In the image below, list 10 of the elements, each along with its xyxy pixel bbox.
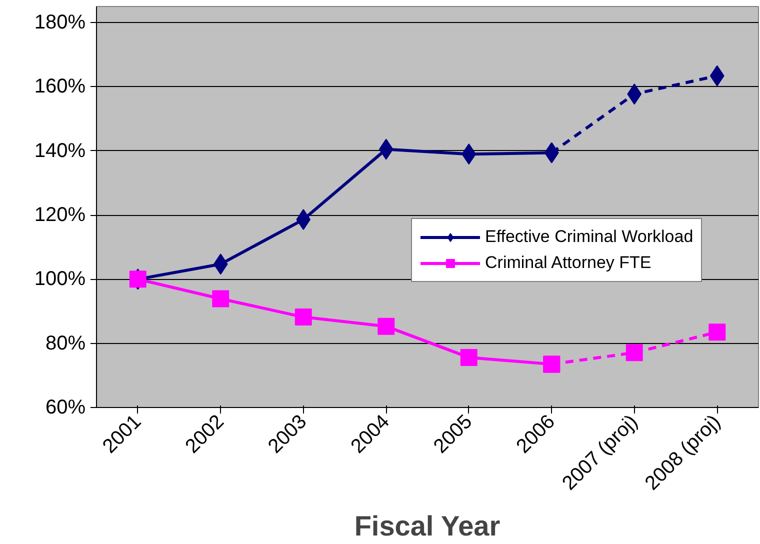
x-axis-title: Fiscal Year xyxy=(354,510,500,542)
y-tick-label: 100% xyxy=(34,268,86,290)
y-tick-label: 60% xyxy=(45,396,86,418)
y-tick-label: 120% xyxy=(34,204,86,226)
legend-label: Criminal Attorney FTE xyxy=(485,253,652,273)
y-tick-label: 80% xyxy=(45,332,86,354)
y-tick-label: 160% xyxy=(34,76,86,98)
legend-label: Effective Criminal Workload xyxy=(485,227,694,247)
y-tick-label: 140% xyxy=(34,140,86,162)
y-tick-label: 180% xyxy=(34,12,86,34)
